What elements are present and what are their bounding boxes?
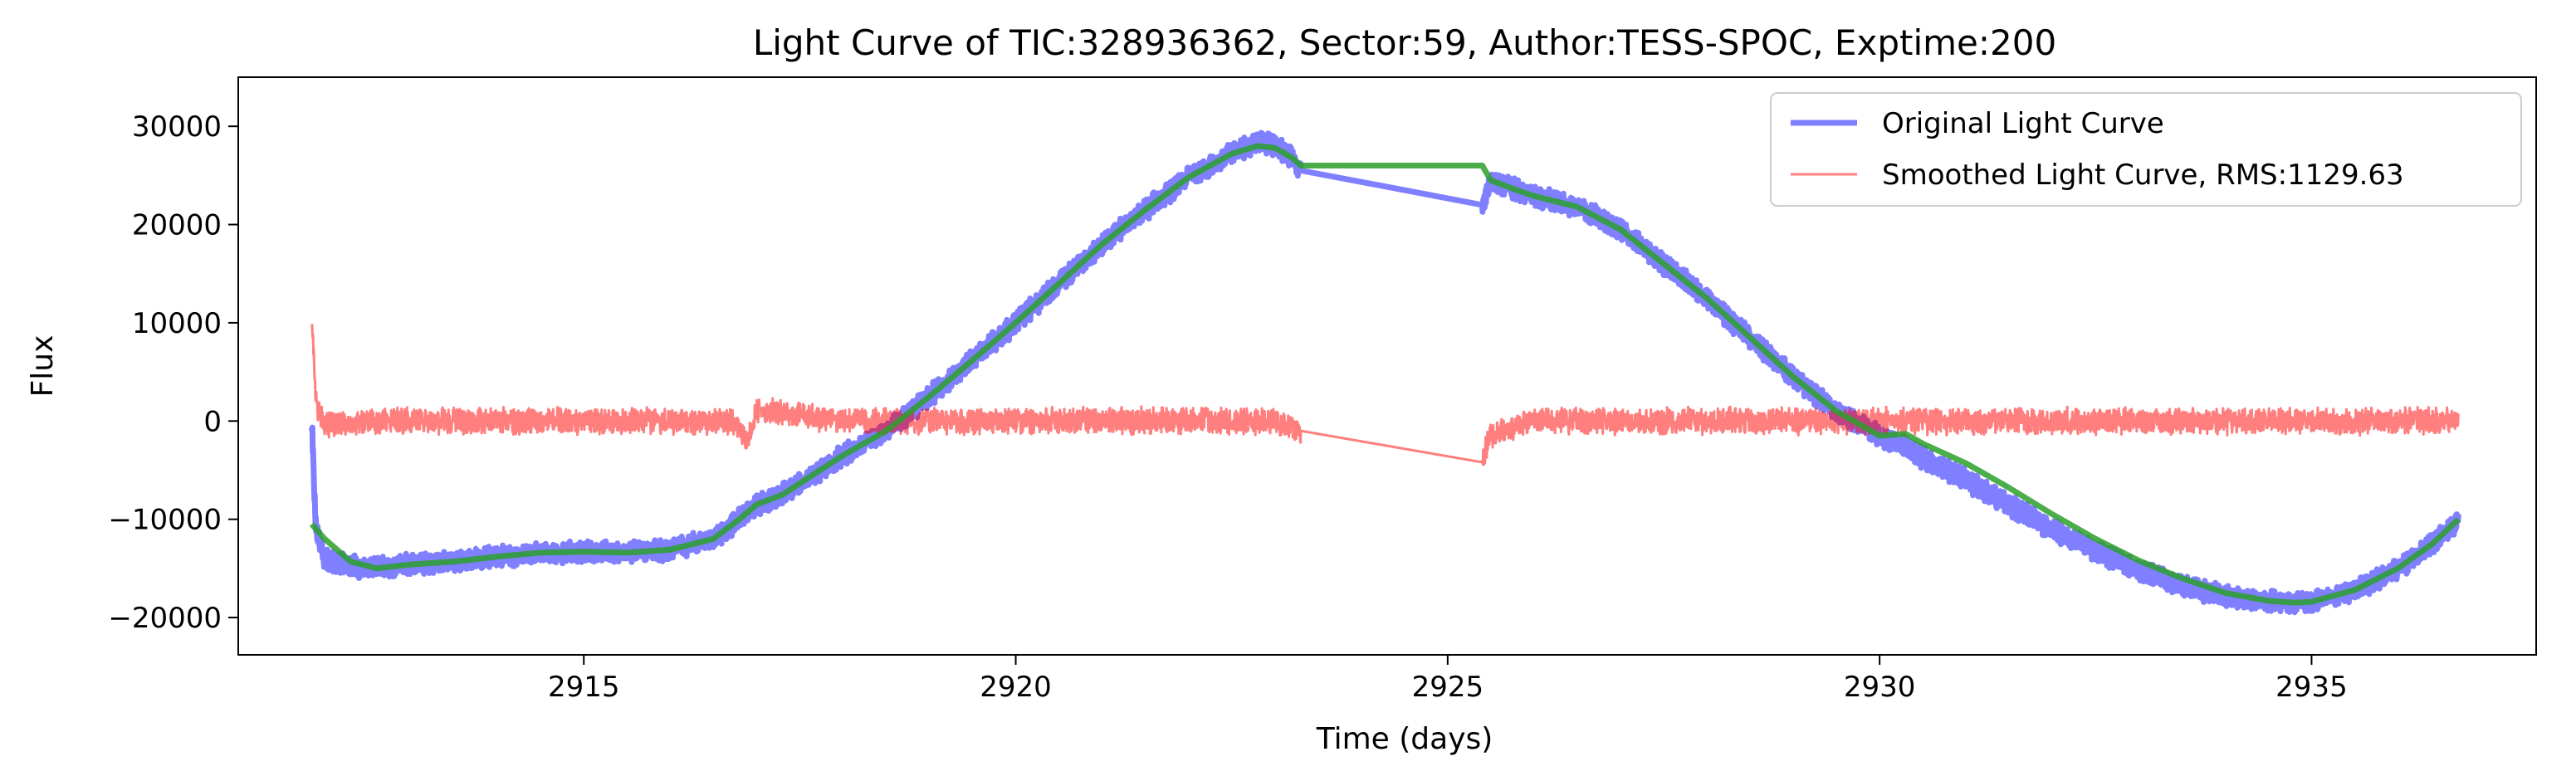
x-tick-label: 2915 bbox=[548, 671, 620, 704]
legend-label-smoothed: Smoothed Light Curve, RMS:1129.63 bbox=[1882, 159, 2404, 192]
y-axis-label: Flux bbox=[26, 335, 60, 398]
y-tick-label: 10000 bbox=[132, 307, 222, 340]
legend-frame bbox=[1770, 92, 2522, 207]
x-axis-label: Time (days) bbox=[1316, 722, 1493, 756]
chart-title: Light Curve of TIC:328936362, Sector:59,… bbox=[753, 22, 2056, 63]
y-tick-label: 0 bbox=[203, 405, 222, 438]
x-tick-label: 2935 bbox=[2275, 671, 2348, 704]
series-line-1 bbox=[310, 324, 2460, 466]
x-tick-label: 2930 bbox=[1844, 671, 1916, 704]
series-line-2 bbox=[309, 143, 2461, 606]
x-tick-label: 2920 bbox=[980, 671, 1052, 704]
legend-label-original: Original Light Curve bbox=[1882, 107, 2164, 140]
y-tick-label: 30000 bbox=[132, 110, 222, 144]
y-tick-label: −20000 bbox=[108, 602, 222, 635]
x-tick-label: 2925 bbox=[1412, 671, 1484, 704]
series-layer bbox=[309, 129, 2461, 616]
legend: Original Light Curve Smoothed Light Curv… bbox=[1770, 92, 2522, 207]
plot-frame bbox=[237, 76, 2537, 656]
ticks-layer: 2915 2920 2925 2930 2935 −20000 −10000 0 10000 20… bbox=[108, 110, 2347, 704]
y-tick-label: −10000 bbox=[108, 504, 222, 537]
y-tick-label: 20000 bbox=[132, 209, 222, 242]
